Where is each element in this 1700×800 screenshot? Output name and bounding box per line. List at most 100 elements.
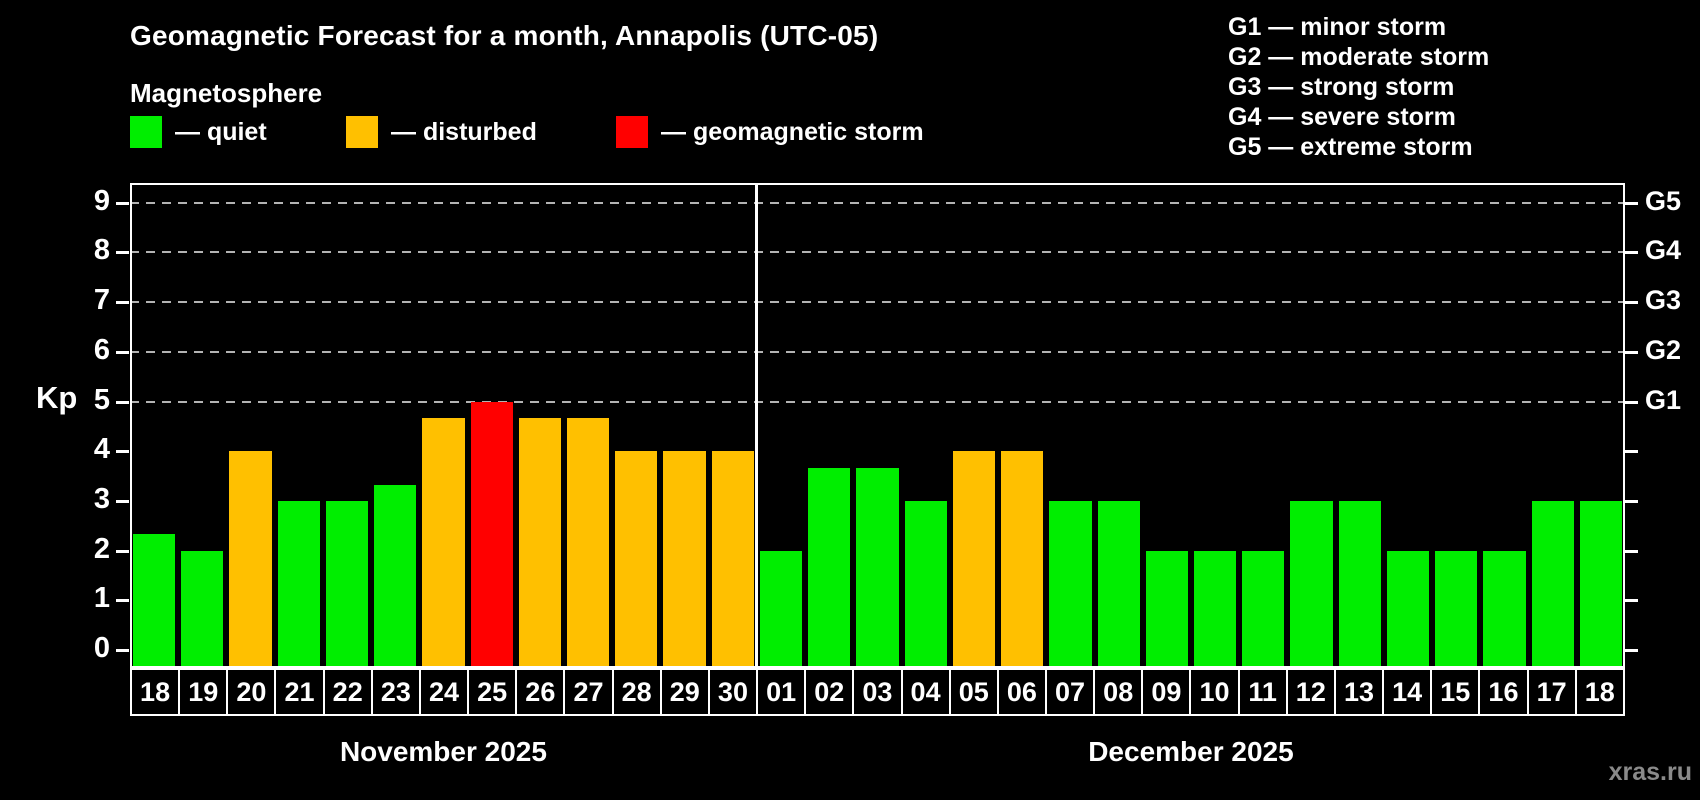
kp-bar	[711, 451, 754, 668]
gridline-kp6	[130, 350, 1625, 353]
y-tick-label: 5	[93, 383, 110, 416]
day-label: 16	[1480, 670, 1527, 714]
kp-bar	[856, 467, 899, 668]
kp-bar	[663, 451, 706, 668]
kp-bar	[615, 451, 658, 668]
right-tick	[1625, 599, 1638, 603]
right-tick	[1625, 450, 1638, 454]
storm-scale-g3: G3 — strong storm	[1228, 73, 1455, 101]
gridline-kp7	[130, 301, 1625, 304]
month-divider	[755, 183, 759, 668]
kp-bar	[952, 451, 996, 668]
y-axis-label: Kp	[36, 380, 78, 415]
chart-title: Geomagnetic Forecast for a month, Annapo…	[130, 20, 879, 51]
chart-subtitle: Magnetosphere	[130, 78, 323, 108]
right-tick	[1625, 350, 1638, 354]
y-tick-label: 2	[93, 532, 110, 565]
magnetosphere-legend: — quiet — disturbed — geomagnetic storm	[130, 116, 1030, 152]
kp-bar	[133, 534, 176, 668]
storm-scale-g4: G4 — severe storm	[1228, 103, 1456, 131]
y-tick-label: 8	[93, 234, 110, 267]
kp-bar	[1579, 500, 1622, 668]
kp-bar	[1483, 550, 1526, 668]
day-label: 22	[324, 670, 371, 714]
kp-bar	[1338, 500, 1381, 668]
day-label: 27	[565, 670, 612, 714]
right-axis-label-g3: G3	[1645, 285, 1682, 316]
kp-bar	[374, 484, 417, 668]
day-label: 15	[1432, 670, 1479, 714]
kp-bar	[1097, 500, 1140, 668]
kp-bar	[1386, 550, 1430, 668]
kp-bar	[759, 550, 803, 668]
left-tick	[116, 400, 129, 404]
storm-scale-legend: G1 — minor storm G2 — moderate storm G3 …	[1228, 12, 1489, 162]
storm-scale-g2: G2 — moderate storm	[1228, 43, 1490, 71]
kp-bar	[325, 500, 369, 668]
right-tick	[1625, 251, 1638, 255]
day-label: 19	[180, 670, 227, 714]
kp-bar	[1001, 451, 1044, 668]
right-axis-label-g1: G1	[1645, 384, 1682, 415]
kp-bar	[567, 417, 610, 668]
day-label: 21	[276, 670, 323, 714]
storm-scale-g1: G1 — minor storm	[1228, 13, 1447, 41]
right-tick	[1625, 549, 1638, 553]
kp-bar	[1242, 550, 1285, 668]
kp-bar	[181, 550, 224, 668]
kp-bar	[1290, 500, 1333, 668]
day-label: 12	[1287, 670, 1334, 714]
legend-label-storm: — geomagnetic storm	[661, 117, 924, 146]
day-label: 23	[372, 670, 419, 714]
day-label: 13	[1335, 670, 1383, 714]
day-label: 02	[806, 670, 853, 714]
storm-color-swatch	[616, 116, 648, 148]
kp-bar	[277, 500, 320, 668]
kp-bar	[1193, 550, 1237, 668]
gridline-kp9	[130, 201, 1625, 204]
x-axis-day-band: 18 19 20 21 22 23 24 25 26 27 28 29 30 01 02 03 04 05 06 07…	[130, 668, 1625, 716]
day-label: 04	[902, 670, 949, 714]
right-tick	[1625, 400, 1638, 404]
day-label: 29	[661, 670, 708, 714]
kp-bar	[904, 500, 947, 668]
right-axis-label-g5: G5	[1645, 185, 1682, 216]
left-tick	[116, 201, 129, 205]
day-label: 14	[1384, 670, 1431, 714]
legend-label-disturbed: — disturbed	[391, 117, 537, 146]
storm-scale-g5: G5 — extreme storm	[1228, 133, 1473, 161]
quiet-color-swatch	[130, 116, 162, 148]
day-label: 06	[998, 670, 1045, 714]
day-label: 18	[132, 670, 179, 714]
day-label: 30	[709, 670, 757, 714]
day-label: 25	[469, 670, 516, 714]
left-tick	[116, 599, 129, 603]
month-label: December 2025	[1088, 736, 1294, 767]
day-label: 20	[228, 670, 275, 714]
right-axis-label-g2: G2	[1645, 334, 1682, 365]
plot-area: 0 1 2 3 4 5 6 7 8 9 G1 G2 G3 G4 G5	[94, 183, 1681, 668]
legend-item-quiet: — quiet	[130, 116, 267, 148]
y-tick-label: 9	[93, 184, 110, 217]
day-label: 26	[517, 670, 564, 714]
right-tick	[1625, 499, 1638, 503]
y-tick-label: 0	[93, 632, 110, 664]
left-tick	[116, 301, 129, 305]
day-label: 11	[1239, 670, 1286, 714]
day-label: 07	[1046, 670, 1094, 714]
day-label: 10	[1191, 670, 1238, 714]
day-label: 01	[758, 670, 805, 714]
left-tick	[116, 450, 129, 454]
watermark: xras.ru	[1608, 758, 1692, 786]
gridline-kp8	[130, 251, 1625, 254]
kp-bar	[1049, 500, 1092, 668]
left-tick	[116, 649, 129, 652]
legend-item-disturbed: — disturbed	[346, 116, 537, 148]
month-label: November 2025	[339, 736, 547, 767]
legend-item-storm: — geomagnetic storm	[616, 116, 924, 148]
legend-label-quiet: — quiet	[175, 117, 267, 146]
kp-bar	[422, 417, 465, 668]
day-label: 03	[854, 670, 901, 714]
day-label: 09	[1143, 670, 1190, 714]
